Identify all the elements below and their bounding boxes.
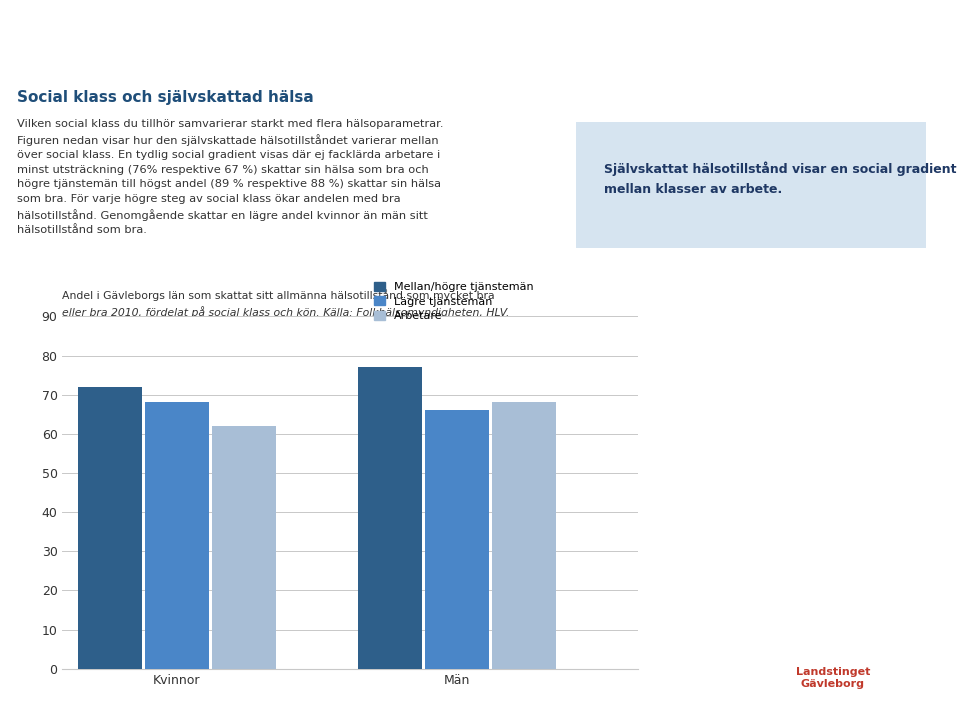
- Bar: [212, 426, 276, 669]
- Legend: Mellan/högre tjänstemän, Lägre tjänstemän, Arbetare: Mellan/högre tjänstemän, Lägre tjänstemä…: [372, 280, 536, 324]
- Bar: [425, 411, 489, 669]
- Bar: [358, 367, 422, 669]
- Text: Andel i Gävleborgs län som skattat sitt allmänna hälsotillstånd som mycket bra: Andel i Gävleborgs län som skattat sitt …: [62, 289, 495, 301]
- Text: Landstinget
Gävleborg: Landstinget Gävleborg: [796, 667, 870, 689]
- Bar: [79, 387, 142, 669]
- Text: Självskattat hälsotillstånd visar en social gradient
mellan klasser av arbete.: Självskattat hälsotillstånd visar en soc…: [604, 162, 956, 196]
- Text: 3.3. Social klass och arbetsmarknadsposition: 3.3. Social klass och arbetsmarknadsposi…: [17, 30, 475, 48]
- Text: Social klass och självskattad hälsa: Social klass och självskattad hälsa: [17, 90, 314, 104]
- Text: Vilken social klass du tillhör samvarierar starkt med flera hälsoparametrar.
Fig: Vilken social klass du tillhör samvarier…: [17, 119, 444, 235]
- Bar: [492, 403, 556, 669]
- Text: eller bra 2010, fördelat på social klass och kön. ​Källa: Folkhälsomyndigheten, : eller bra 2010, fördelat på social klass…: [62, 306, 510, 319]
- FancyBboxPatch shape: [576, 122, 926, 248]
- Bar: [145, 403, 208, 669]
